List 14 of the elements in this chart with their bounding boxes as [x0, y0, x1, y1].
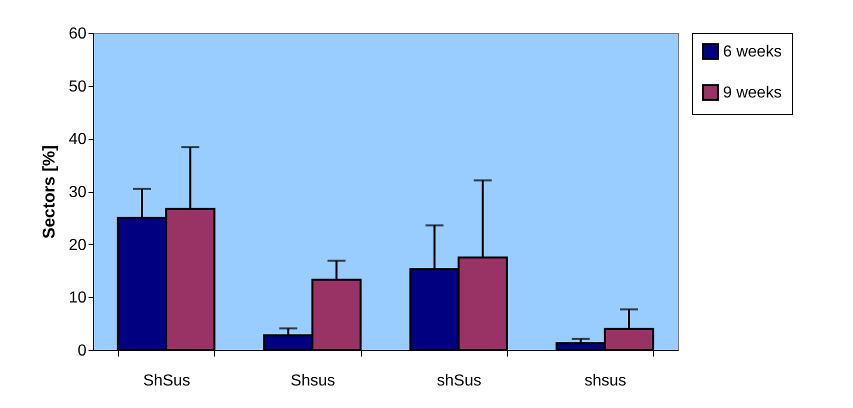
x-tick-label: Shsus — [290, 372, 336, 390]
y-tick-label: 60 — [68, 26, 87, 42]
y-tick-label: 0 — [78, 342, 87, 360]
x-tick-label: ShSus — [143, 372, 190, 390]
y-tick-label: 50 — [68, 78, 87, 96]
legend-label: 6 weeks — [723, 44, 782, 60]
x-tick-label: shSus — [436, 372, 482, 390]
x-tick-label: shsus — [584, 372, 626, 390]
y-tick-label: 30 — [68, 184, 87, 201]
y-tick-label: 20 — [68, 236, 87, 254]
y-tick-label: 40 — [68, 131, 87, 148]
legend-label: 9 weeks — [723, 84, 782, 102]
y-axis-title: Sectors [%] — [40, 145, 59, 239]
y-tick-label: 10 — [68, 290, 87, 307]
